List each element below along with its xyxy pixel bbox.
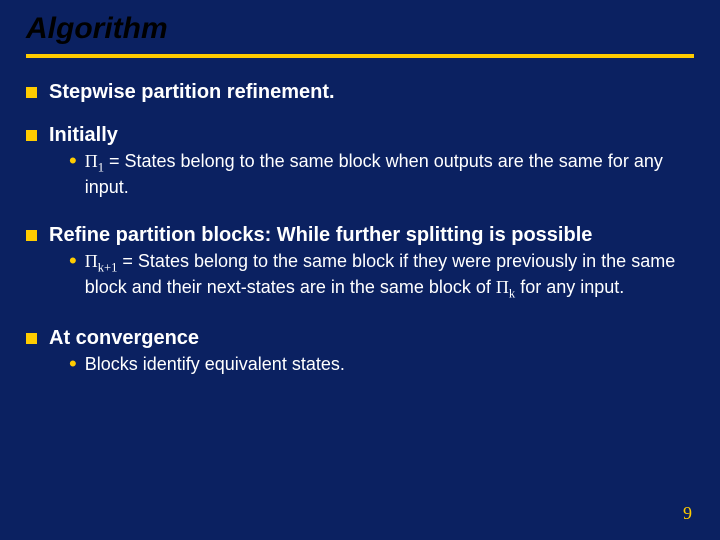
slide: Algorithm Stepwise partition refinement.… [0,0,720,540]
sub-item: • Π1 = States belong to the same block w… [69,150,694,199]
bullet-item: At convergence • Blocks identify equival… [26,326,694,382]
bullet-head: Refine partition blocks: While further s… [49,223,694,248]
slide-title: Algorithm [26,12,694,46]
dot-bullet-icon: • [69,252,77,270]
title-divider [26,54,694,58]
sub-list: • Blocks identify equivalent states. [69,353,694,376]
page-number: 9 [683,503,692,524]
bullet-head: Stepwise partition refinement. [49,80,694,105]
bullet-body: Refine partition blocks: While further s… [49,223,694,309]
square-bullet-icon [26,87,37,98]
bullet-item: Refine partition blocks: While further s… [26,223,694,309]
dot-bullet-icon: • [69,355,77,373]
bullet-list: Stepwise partition refinement. Initially… [26,80,694,382]
bullet-body: Stepwise partition refinement. [49,80,694,105]
square-bullet-icon [26,230,37,241]
bullet-head: At convergence [49,326,694,351]
bullet-body: At convergence • Blocks identify equival… [49,326,694,382]
square-bullet-icon [26,333,37,344]
square-bullet-icon [26,130,37,141]
bullet-item: Stepwise partition refinement. [26,80,694,105]
bullet-item: Initially • Π1 = States belong to the sa… [26,123,694,205]
sub-text: Πk+1 = States belong to the same block i… [85,250,694,303]
sub-item: • Blocks identify equivalent states. [69,353,694,376]
sub-text: Blocks identify equivalent states. [85,353,694,376]
sub-list: • Π1 = States belong to the same block w… [69,150,694,199]
sub-list: • Πk+1 = States belong to the same block… [69,250,694,303]
sub-item: • Πk+1 = States belong to the same block… [69,250,694,303]
bullet-body: Initially • Π1 = States belong to the sa… [49,123,694,205]
dot-bullet-icon: • [69,152,77,170]
sub-text: Π1 = States belong to the same block whe… [85,150,694,199]
bullet-head: Initially [49,123,694,148]
